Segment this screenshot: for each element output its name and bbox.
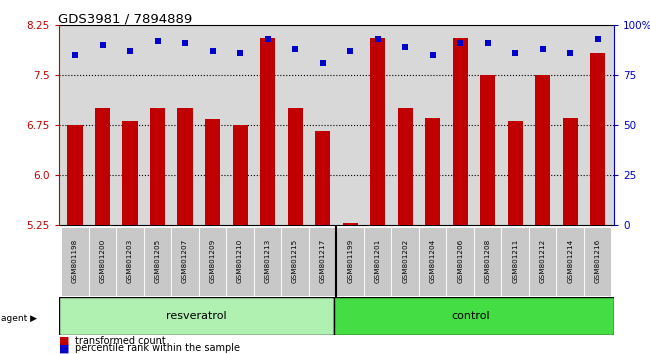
Text: GSM801206: GSM801206 [457, 239, 463, 283]
Point [345, 48, 356, 53]
Bar [370, 38, 385, 354]
Point [317, 60, 328, 65]
Bar [226, 227, 254, 296]
Bar [333, 297, 614, 335]
Bar [563, 118, 578, 354]
Point [428, 52, 438, 58]
Text: GDS3981 / 7894889: GDS3981 / 7894889 [58, 12, 193, 25]
Text: GSM801210: GSM801210 [237, 239, 243, 283]
Point [455, 40, 465, 46]
Bar [172, 227, 199, 296]
Bar [61, 227, 89, 296]
Bar [337, 227, 364, 296]
Text: GSM801217: GSM801217 [320, 239, 326, 283]
Text: GSM801203: GSM801203 [127, 239, 133, 283]
Text: transformed count: transformed count [75, 336, 166, 346]
Bar [144, 227, 172, 296]
Point [400, 44, 410, 50]
Bar [535, 75, 551, 354]
Bar [391, 227, 419, 296]
Point [263, 36, 273, 42]
Bar [205, 119, 220, 354]
Text: GSM801211: GSM801211 [512, 239, 518, 283]
Point [235, 50, 245, 56]
Bar [95, 108, 110, 354]
Text: GSM801214: GSM801214 [567, 239, 573, 283]
Point [98, 42, 108, 48]
Bar [343, 223, 358, 354]
Bar [480, 75, 495, 354]
Text: control: control [452, 311, 491, 321]
Bar [177, 108, 192, 354]
Point [593, 36, 603, 42]
Bar [474, 227, 501, 296]
Text: ■: ■ [58, 336, 69, 346]
Bar [254, 227, 281, 296]
Bar [260, 38, 275, 354]
Point [70, 52, 80, 58]
Bar [89, 227, 116, 296]
Text: GSM801216: GSM801216 [595, 239, 601, 283]
Point [482, 40, 493, 46]
Bar [122, 121, 138, 354]
Text: resveratrol: resveratrol [166, 311, 226, 321]
Bar [58, 297, 333, 335]
Text: GSM801200: GSM801200 [99, 239, 105, 283]
Bar [315, 131, 330, 354]
Bar [590, 53, 605, 354]
Bar [419, 227, 447, 296]
Bar [199, 227, 226, 296]
Bar [309, 227, 337, 296]
Bar [508, 121, 523, 354]
Point [180, 40, 190, 46]
Point [538, 46, 548, 52]
Bar [116, 227, 144, 296]
Text: GSM801207: GSM801207 [182, 239, 188, 283]
Bar [447, 227, 474, 296]
Text: GSM801204: GSM801204 [430, 239, 436, 283]
Bar [68, 125, 83, 354]
Point [152, 38, 162, 44]
Text: GSM801201: GSM801201 [374, 239, 381, 283]
Bar [287, 108, 303, 354]
Bar [233, 125, 248, 354]
Bar [501, 227, 529, 296]
Text: GSM801202: GSM801202 [402, 239, 408, 283]
Text: GSM801213: GSM801213 [265, 239, 270, 283]
Point [565, 50, 575, 56]
Bar [364, 227, 391, 296]
Point [207, 48, 218, 53]
Text: GSM801209: GSM801209 [209, 239, 216, 283]
Bar [150, 108, 165, 354]
Text: GSM801198: GSM801198 [72, 239, 78, 283]
Bar [281, 227, 309, 296]
Point [125, 48, 135, 53]
Bar [584, 227, 612, 296]
Text: GSM801215: GSM801215 [292, 239, 298, 283]
Text: GSM801208: GSM801208 [485, 239, 491, 283]
Bar [452, 38, 468, 354]
Text: GSM801205: GSM801205 [155, 239, 161, 283]
Text: ■: ■ [58, 343, 69, 353]
Bar [398, 108, 413, 354]
Bar [529, 227, 556, 296]
Point [372, 36, 383, 42]
Bar [425, 118, 440, 354]
Point [290, 46, 300, 52]
Point [510, 50, 521, 56]
Text: percentile rank within the sample: percentile rank within the sample [75, 343, 240, 353]
Text: GSM801199: GSM801199 [347, 239, 353, 283]
Text: agent ▶: agent ▶ [1, 314, 37, 323]
Text: GSM801212: GSM801212 [540, 239, 546, 283]
Bar [556, 227, 584, 296]
